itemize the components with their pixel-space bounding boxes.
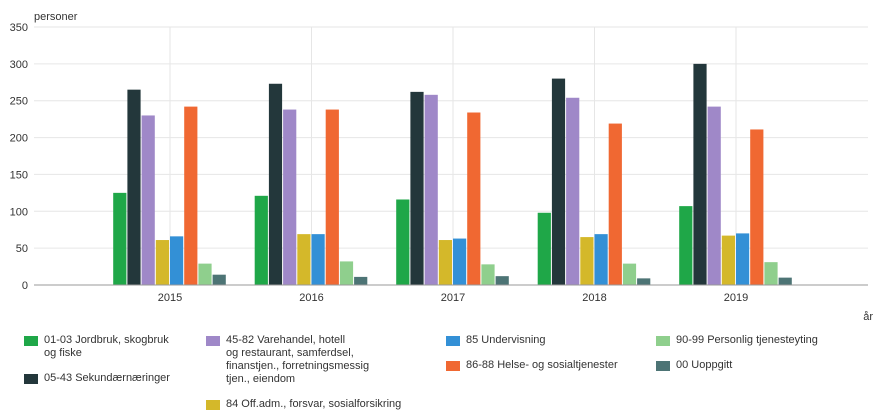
bar[interactable] — [495, 276, 509, 285]
legend-item-undervisning[interactable]: 85 Undervisning — [446, 334, 546, 347]
bar[interactable] — [594, 234, 608, 285]
bar[interactable] — [325, 109, 339, 285]
bar[interactable] — [127, 89, 141, 286]
bars — [113, 63, 792, 286]
legend-label: 01-03 Jordbruk, skogbruk og fiske — [44, 334, 169, 359]
x-axis-label: år — [863, 311, 873, 323]
legend-label: 86-88 Helse- og sosialtjenester — [466, 359, 618, 371]
bar[interactable] — [637, 278, 651, 285]
y-tick-label: 250 — [10, 96, 28, 108]
bar[interactable] — [268, 83, 283, 285]
legend-swatch — [446, 361, 460, 371]
legend-swatch — [446, 336, 460, 346]
y-tick-label: 100 — [10, 206, 28, 218]
x-axis-ticks: 2015 2016 2017 2018 2019 — [34, 284, 868, 304]
legend-item-jordbruk[interactable]: 01-03 Jordbruk, skogbruk og fiske — [24, 334, 169, 360]
bar[interactable] — [155, 240, 169, 285]
bar[interactable] — [622, 263, 637, 285]
bar[interactable] — [566, 97, 580, 285]
bar[interactable] — [354, 276, 368, 285]
bar[interactable] — [750, 129, 764, 285]
bar[interactable] — [410, 91, 424, 286]
legend-label: 84 Off.adm., forsvar, sosialforsikring — [226, 398, 402, 410]
bar[interactable] — [339, 261, 354, 285]
legend-label: 85 Undervisning — [466, 334, 546, 346]
bar[interactable] — [113, 192, 127, 285]
legend-label: 45-82 Varehandel, hotell og restaurant, … — [226, 334, 370, 385]
legend-item-varehandel[interactable]: 45-82 Varehandel, hotell og restaurant, … — [206, 334, 369, 386]
legend-swatch — [24, 374, 38, 384]
legend-item-personlig[interactable]: 90-99 Personlig tjenesteyting — [656, 334, 818, 347]
legend-item-uoppgitt[interactable]: 00 Uoppgitt — [656, 359, 732, 372]
bar[interactable] — [467, 112, 481, 285]
legend-swatch — [206, 336, 220, 346]
bar[interactable] — [212, 274, 226, 285]
legend-swatch — [24, 336, 38, 346]
legend-label: 90-99 Personlig tjenesteyting — [676, 334, 818, 346]
bar[interactable] — [736, 233, 750, 285]
bar[interactable] — [170, 236, 184, 285]
legend-item-sekundaer[interactable]: 05-43 Sekundærnæringer — [24, 372, 170, 385]
x-tick-label: 2019 — [724, 292, 748, 304]
y-axis-label: personer — [34, 11, 78, 23]
y-tick-label: 50 — [16, 243, 28, 255]
x-tick-label: 2016 — [299, 292, 323, 304]
legend-swatch — [206, 400, 220, 410]
y-tick-label: 350 — [10, 22, 28, 34]
y-tick-label: 0 — [22, 280, 28, 292]
y-tick-label: 300 — [10, 59, 28, 71]
bar[interactable] — [764, 262, 778, 285]
bar[interactable] — [453, 238, 467, 285]
bar[interactable] — [608, 123, 622, 286]
bar[interactable] — [721, 235, 735, 285]
y-tick-label: 200 — [10, 133, 28, 145]
bar[interactable] — [184, 106, 198, 286]
bar[interactable] — [396, 199, 410, 285]
bar[interactable] — [551, 78, 566, 285]
y-axis-ticks: 0 50 100 150 200 250 300 350 — [10, 22, 28, 292]
bar[interactable] — [283, 109, 297, 285]
bar[interactable] — [481, 264, 495, 285]
legend-swatch — [656, 336, 670, 346]
bar[interactable] — [778, 277, 792, 285]
bar[interactable] — [438, 240, 452, 285]
y-tick-label: 150 — [10, 169, 28, 181]
legend-item-helse[interactable]: 86-88 Helse- og sosialtjenester — [446, 359, 618, 372]
bar[interactable] — [311, 234, 325, 285]
legend: 01-03 Jordbruk, skogbruk og fiske 05-43 … — [0, 328, 873, 412]
bar[interactable] — [198, 263, 212, 285]
bar[interactable] — [141, 115, 155, 285]
x-tick-label: 2018 — [582, 292, 606, 304]
legend-label: 05-43 Sekundærnæringer — [44, 372, 170, 384]
bar[interactable] — [693, 63, 707, 285]
legend-swatch — [656, 361, 670, 371]
bar[interactable] — [297, 234, 311, 285]
x-tick-label: 2017 — [441, 292, 465, 304]
x-tick-label: 2015 — [158, 292, 182, 304]
bar[interactable] — [580, 237, 594, 285]
bar[interactable] — [537, 212, 551, 285]
bar[interactable] — [254, 195, 268, 285]
legend-item-offadm[interactable]: 84 Off.adm., forsvar, sosialforsikring — [206, 398, 401, 411]
legend-label: 00 Uoppgitt — [676, 359, 733, 371]
bar[interactable] — [679, 206, 693, 285]
bar[interactable] — [707, 106, 721, 286]
bar[interactable] — [424, 94, 438, 286]
